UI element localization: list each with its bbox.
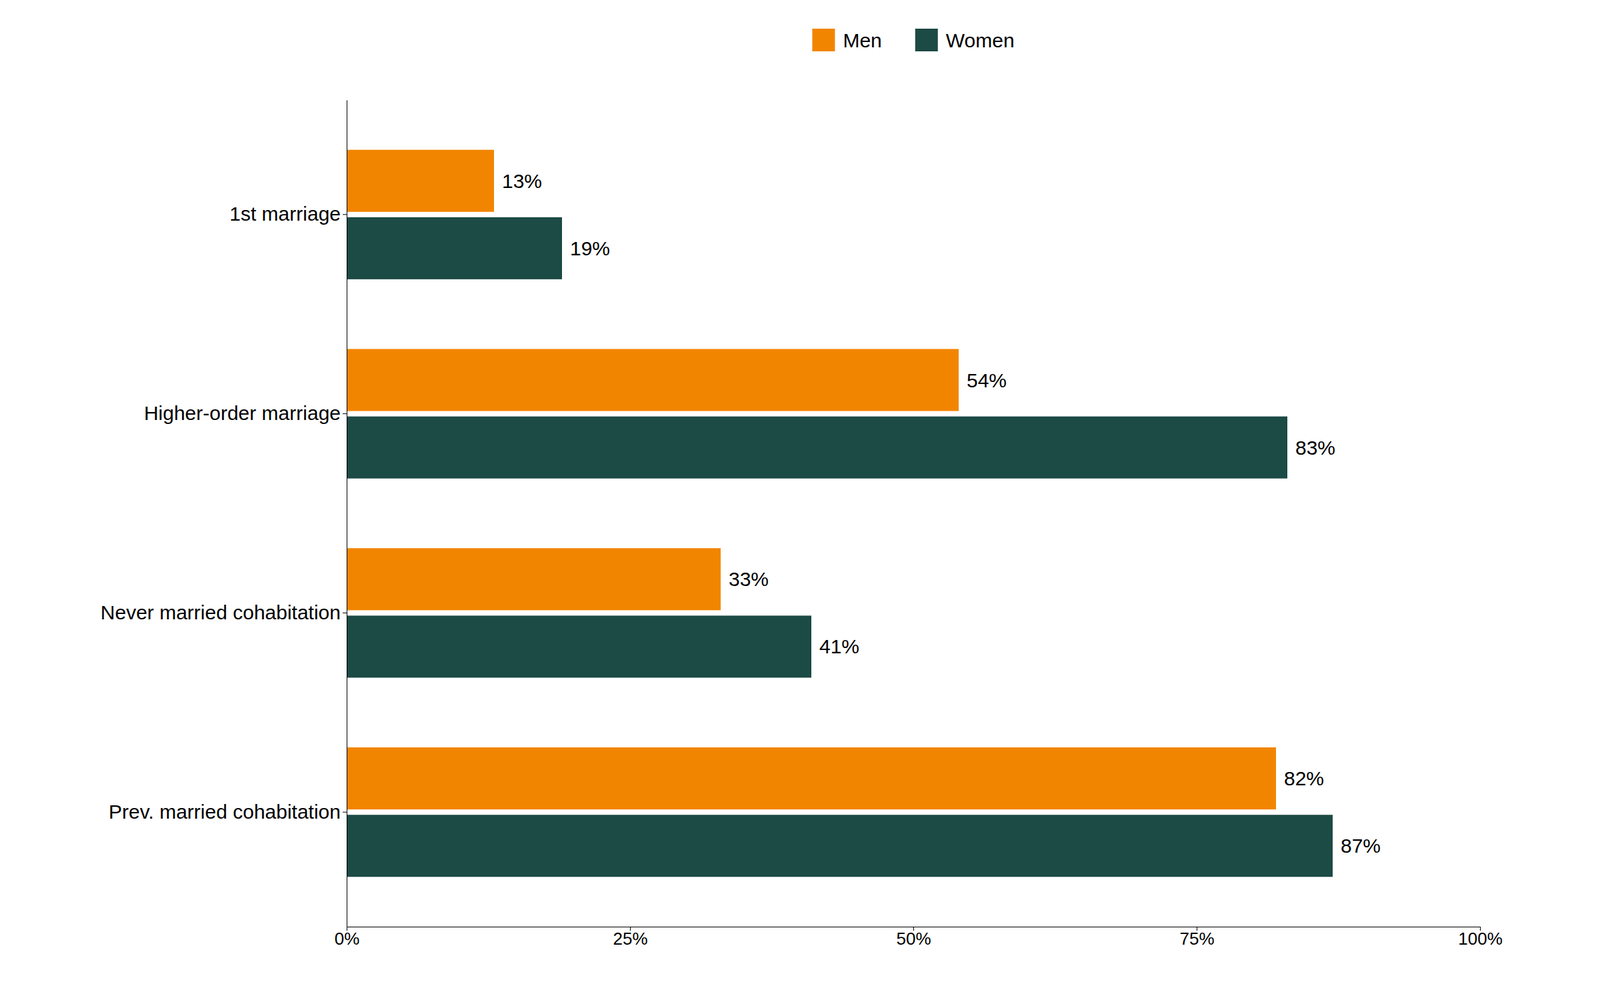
y-tick-label: Never married cohabitation <box>100 601 341 624</box>
legend: Men Women <box>812 28 1014 52</box>
bar <box>346 150 494 212</box>
y-tick: Never married cohabitation <box>100 601 347 624</box>
data-label: 82% <box>1284 767 1324 790</box>
y-tick-mark <box>342 812 347 813</box>
y-tick-mark <box>342 413 347 414</box>
x-axis: 0% 25% 50% 75% 100% <box>334 926 1503 949</box>
data-label: 83% <box>1295 436 1336 459</box>
data-label: 87% <box>1340 834 1381 857</box>
y-tick: 1st marriage <box>229 202 347 225</box>
data-label: 13% <box>502 170 542 192</box>
legend-label: Men <box>842 29 882 52</box>
legend-label: Women <box>946 29 1015 52</box>
x-tick: 0% <box>334 926 360 949</box>
data-label: 54% <box>966 369 1007 392</box>
bar <box>346 814 1333 877</box>
x-tick: 75% <box>1179 926 1214 949</box>
bar <box>346 217 562 280</box>
y-axis-line <box>346 100 348 928</box>
x-tick: 100% <box>1458 926 1503 949</box>
x-tick-label: 0% <box>334 928 360 949</box>
y-tick: Prev. married cohabitation <box>108 800 347 823</box>
y-tick-mark <box>342 612 347 614</box>
legend-item: Men <box>812 28 882 52</box>
bar-series <box>346 150 1276 810</box>
y-tick-label: 1st marriage <box>229 202 341 225</box>
plot: 13% 54% 33% 82% 19% 83% 41% 87% 0% 25% 50% 75% 100% 1… <box>100 100 1503 950</box>
x-tick-label: 100% <box>1458 928 1503 949</box>
bar <box>346 615 812 678</box>
x-tick-label: 75% <box>1179 928 1214 949</box>
x-tick: 50% <box>896 926 931 949</box>
y-tick-label: Prev. married cohabitation <box>108 800 341 823</box>
legend-swatch <box>812 28 835 52</box>
data-label: 41% <box>819 635 860 658</box>
bar <box>346 747 1276 810</box>
data-label: 33% <box>728 568 769 590</box>
x-tick-label: 25% <box>612 928 648 949</box>
y-tick-mark <box>342 214 347 215</box>
data-label: 19% <box>570 237 610 260</box>
x-tick: 25% <box>612 926 648 949</box>
bars <box>346 150 1333 878</box>
chart: 13% 54% 33% 82% 19% 83% 41% 87% 0% 25% 50% 75% 100% 1… <box>0 0 1600 1000</box>
data-labels: 13% 54% 33% 82% 19% 83% 41% 87% <box>502 170 1381 858</box>
y-tick-label: Higher-order marriage <box>144 402 341 424</box>
bar-series <box>346 217 1333 877</box>
y-axis: 1st marriage Higher-order marriage Never m… <box>100 100 348 928</box>
legend-item: Women <box>915 28 1015 52</box>
y-tick: Higher-order marriage <box>144 402 347 424</box>
bar <box>346 416 1288 479</box>
bar <box>346 548 721 610</box>
bar <box>346 348 959 411</box>
x-tick-label: 50% <box>896 928 931 949</box>
legend-swatch <box>915 28 938 52</box>
